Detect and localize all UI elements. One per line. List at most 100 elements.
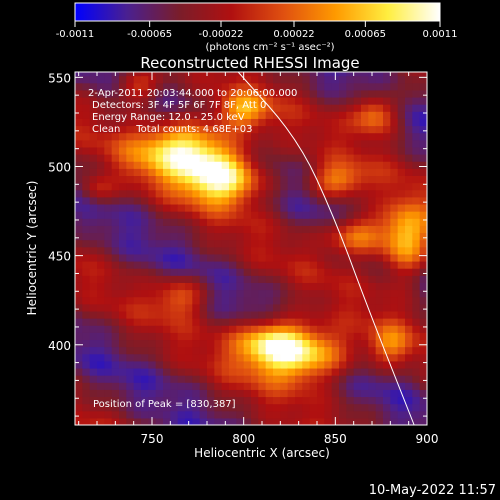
heatmap-cell [287,275,296,283]
heatmap-cell [317,211,325,219]
heatmap-cell [375,211,384,219]
heatmap-cell [265,389,274,398]
heatmap-cell [295,360,303,369]
heatmap-cell [192,211,201,219]
heatmap-cell [133,239,142,248]
heatmap-cell [104,89,113,98]
heatmap-cell [82,332,91,341]
heatmap-cell [383,403,391,412]
heatmap-cell [243,339,252,348]
heatmap-cell [111,360,120,369]
heatmap-cell [251,189,259,198]
heatmap-cell [82,189,91,198]
heatmap-cell [119,182,127,191]
heatmap-cell [287,232,296,241]
heatmap-cell [317,268,325,276]
heatmap-cell [75,353,83,362]
heatmap-cell [214,125,223,134]
heatmap-cell [170,146,179,155]
heatmap-cell [258,389,267,398]
heatmap-cell [258,168,267,176]
heatmap-cell [302,82,311,91]
heatmap-cell [390,139,399,148]
heatmap-cell [287,75,296,84]
heatmap-cell [192,318,201,326]
heatmap-cell [353,282,362,291]
heatmap-cell [199,346,208,355]
heatmap-cell [192,168,201,176]
heatmap-cell [82,225,91,234]
heatmap-cell [383,161,391,169]
heatmap-cell [170,318,179,326]
heatmap-cell [97,268,105,276]
heatmap-cell [97,175,105,184]
heatmap-cell [75,203,83,212]
heatmap-cell [302,332,311,341]
heatmap-cell [375,82,384,91]
heatmap-cell [243,111,252,119]
heatmap-cell [273,146,281,155]
heatmap-cell [324,310,333,319]
heatmap-cell [133,196,142,205]
heatmap-cell [390,96,399,105]
heatmap-cell [287,146,296,155]
heatmap-cell [221,296,230,305]
heatmap-cell [251,72,259,77]
heatmap-cell [280,225,289,234]
heatmap-cell [339,146,347,155]
heatmap-cell [397,310,406,319]
heatmap-cell [287,318,296,326]
heatmap-cell [111,389,120,398]
heatmap-cell [170,82,179,91]
heatmap-cell [361,417,369,425]
heatmap-cell [331,139,340,148]
heatmap-cell [141,218,149,226]
heatmap-cell [177,161,186,169]
heatmap-cell [287,260,296,269]
heatmap-cell [170,225,179,234]
heatmap-cell [148,367,157,376]
heatmap-cell [390,89,399,98]
heatmap-cell [111,218,120,226]
heatmap-cell [317,225,325,234]
heatmap-cell [295,346,303,355]
heatmap-cell [126,375,135,383]
heatmap-cell [207,246,215,255]
heatmap-cell [185,389,193,398]
heatmap-cell [126,296,135,305]
heatmap-cell [82,175,91,184]
heatmap-cell [126,211,135,219]
heatmap-cell [258,189,267,198]
heatmap-cell [192,246,201,255]
heatmap-cell [295,189,303,198]
heatmap-cell [346,225,355,234]
heatmap-cell [419,303,427,312]
heatmap-cell [155,161,164,169]
heatmap-cell [207,196,215,205]
heatmap-cell [119,396,127,405]
heatmap-cell [155,154,164,162]
heatmap-cell [339,253,347,262]
heatmap-cell [361,339,369,348]
heatmap-cell [361,410,369,419]
heatmap-cell [170,111,179,119]
heatmap-cell [192,260,201,269]
heatmap-cell [170,389,179,398]
heatmap-cell [375,282,384,291]
heatmap-cell [331,403,340,412]
heatmap-cell [383,239,391,248]
heatmap-cell [89,211,98,219]
heatmap-cell [302,211,311,219]
heatmap-cell [214,89,223,98]
heatmap-cell [163,96,171,105]
heatmap-cell [390,82,399,91]
heatmap-cell [82,346,91,355]
heatmap-cell [353,389,362,398]
heatmap-cell [309,154,318,162]
heatmap-cell [229,139,237,148]
heatmap-cell [133,396,142,405]
heatmap-cell [163,72,171,77]
heatmap-cell [214,268,223,276]
heatmap-cell [375,275,384,283]
heatmap-cell [214,282,223,291]
